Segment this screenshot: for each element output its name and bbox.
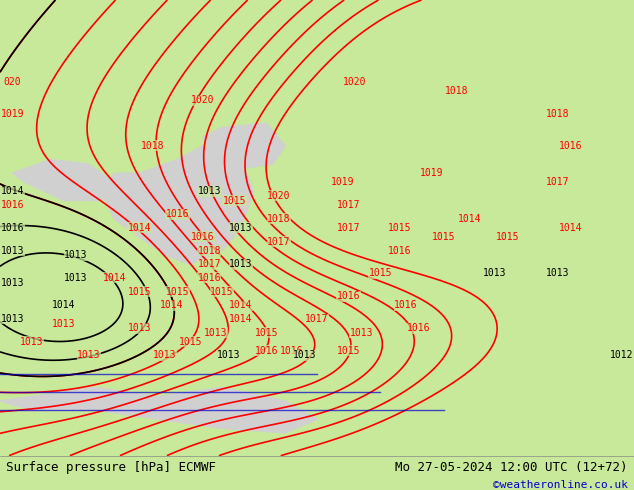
Text: 1015: 1015 (368, 269, 392, 278)
Text: ©weatheronline.co.uk: ©weatheronline.co.uk (493, 480, 628, 490)
Text: 1013: 1013 (64, 250, 88, 260)
Text: 1016: 1016 (387, 245, 411, 256)
Text: 1015: 1015 (432, 232, 456, 242)
Text: 1013: 1013 (64, 273, 88, 283)
Text: 1017: 1017 (337, 200, 361, 210)
Text: 1013: 1013 (1, 314, 25, 324)
Text: 1017: 1017 (197, 259, 221, 270)
Text: 1020: 1020 (191, 95, 215, 105)
Text: 1018: 1018 (197, 245, 221, 256)
Text: 1015: 1015 (210, 287, 234, 296)
Text: Surface pressure [hPa] ECMWF: Surface pressure [hPa] ECMWF (6, 461, 216, 474)
Text: 1016: 1016 (1, 223, 25, 233)
Text: 1016: 1016 (165, 209, 190, 219)
Text: 1016: 1016 (254, 346, 278, 356)
Text: 1013: 1013 (292, 350, 316, 361)
Text: 1018: 1018 (267, 214, 291, 224)
Text: 1013: 1013 (229, 259, 253, 270)
Text: 1014: 1014 (1, 186, 25, 196)
Text: 1016: 1016 (197, 273, 221, 283)
Polygon shape (203, 123, 285, 169)
Text: 1016: 1016 (406, 323, 430, 333)
Text: 1013: 1013 (216, 350, 240, 361)
Text: 1019: 1019 (419, 168, 443, 178)
Text: 1016: 1016 (280, 346, 304, 356)
Text: 1018: 1018 (140, 141, 164, 151)
Text: 1013: 1013 (1, 277, 25, 288)
Text: 1014: 1014 (51, 300, 75, 310)
Text: 1018: 1018 (444, 86, 469, 96)
Text: 1013: 1013 (153, 350, 177, 361)
Text: 1013: 1013 (229, 223, 253, 233)
Text: 1017: 1017 (337, 223, 361, 233)
Text: 1013: 1013 (51, 318, 75, 329)
Text: 1014: 1014 (159, 300, 183, 310)
Polygon shape (13, 160, 114, 200)
Text: 1015: 1015 (223, 196, 247, 205)
Text: 1015: 1015 (127, 287, 152, 296)
Text: 1014: 1014 (229, 314, 253, 324)
Text: 1013: 1013 (127, 323, 152, 333)
Text: 1013: 1013 (482, 269, 507, 278)
Text: 1017: 1017 (305, 314, 329, 324)
Text: 1020: 1020 (267, 191, 291, 201)
Text: 1016: 1016 (191, 232, 215, 242)
Text: 1015: 1015 (495, 232, 519, 242)
Text: 1014: 1014 (229, 300, 253, 310)
Text: 1015: 1015 (165, 287, 190, 296)
Text: 1014: 1014 (127, 223, 152, 233)
Text: 1017: 1017 (546, 177, 570, 187)
Text: 1016: 1016 (559, 141, 583, 151)
Text: 1019: 1019 (1, 109, 25, 119)
Text: 1015: 1015 (178, 337, 202, 347)
Text: 1013: 1013 (197, 186, 221, 196)
Text: 1013: 1013 (349, 328, 373, 338)
Text: 1013: 1013 (546, 269, 570, 278)
Text: 1017: 1017 (267, 237, 291, 246)
Text: 1013: 1013 (1, 245, 25, 256)
Text: 1014: 1014 (457, 214, 481, 224)
Text: 1018: 1018 (546, 109, 570, 119)
Text: 1020: 1020 (343, 77, 367, 87)
Text: 1015: 1015 (337, 346, 361, 356)
Polygon shape (101, 146, 254, 264)
Text: 1014: 1014 (102, 273, 126, 283)
Text: 1015: 1015 (387, 223, 411, 233)
Polygon shape (0, 387, 317, 433)
Text: 1016: 1016 (394, 300, 418, 310)
Text: 1013: 1013 (77, 350, 101, 361)
Text: 1016: 1016 (337, 291, 361, 301)
Text: 1012: 1012 (609, 350, 633, 361)
Text: 1013: 1013 (20, 337, 44, 347)
Text: 020: 020 (4, 77, 22, 87)
Text: 1015: 1015 (254, 328, 278, 338)
Text: 1019: 1019 (330, 177, 354, 187)
Text: 1013: 1013 (204, 328, 228, 338)
Text: Mo 27-05-2024 12:00 UTC (12+72): Mo 27-05-2024 12:00 UTC (12+72) (395, 461, 628, 474)
Text: 1016: 1016 (1, 200, 25, 210)
Text: 1014: 1014 (559, 223, 583, 233)
